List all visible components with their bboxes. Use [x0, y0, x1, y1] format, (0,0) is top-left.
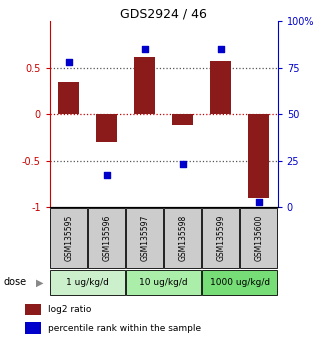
Text: dose: dose: [3, 277, 26, 287]
Bar: [240, 208, 277, 268]
Bar: [202, 208, 239, 268]
Text: percentile rank within the sample: percentile rank within the sample: [48, 324, 201, 333]
Point: [142, 46, 147, 52]
Title: GDS2924 / 46: GDS2924 / 46: [120, 7, 207, 20]
Text: GSM135595: GSM135595: [64, 215, 73, 261]
Bar: [126, 208, 163, 268]
Text: GSM135598: GSM135598: [178, 215, 187, 261]
Text: GSM135596: GSM135596: [102, 215, 111, 261]
Bar: [50, 208, 87, 268]
Bar: [88, 208, 125, 268]
Bar: [172, 114, 193, 125]
Bar: [58, 82, 79, 114]
Point: [104, 173, 109, 178]
Bar: [248, 114, 269, 198]
Point: [218, 46, 223, 52]
Point: [256, 199, 261, 204]
Bar: [202, 270, 277, 295]
Text: 1000 ug/kg/d: 1000 ug/kg/d: [210, 278, 270, 287]
Point: [180, 161, 185, 167]
Text: GSM135597: GSM135597: [140, 215, 149, 261]
Bar: [25, 304, 40, 315]
Text: ▶: ▶: [36, 277, 44, 287]
Bar: [50, 270, 125, 295]
Point: [66, 59, 71, 65]
Bar: [210, 61, 231, 114]
Text: GSM135599: GSM135599: [216, 215, 225, 261]
Bar: [164, 208, 201, 268]
Text: GSM135600: GSM135600: [254, 215, 263, 261]
Bar: [25, 322, 40, 334]
Bar: [126, 270, 201, 295]
Text: 1 ug/kg/d: 1 ug/kg/d: [66, 278, 109, 287]
Text: 10 ug/kg/d: 10 ug/kg/d: [139, 278, 188, 287]
Text: log2 ratio: log2 ratio: [48, 305, 91, 314]
Bar: [134, 57, 155, 114]
Bar: [96, 114, 117, 142]
